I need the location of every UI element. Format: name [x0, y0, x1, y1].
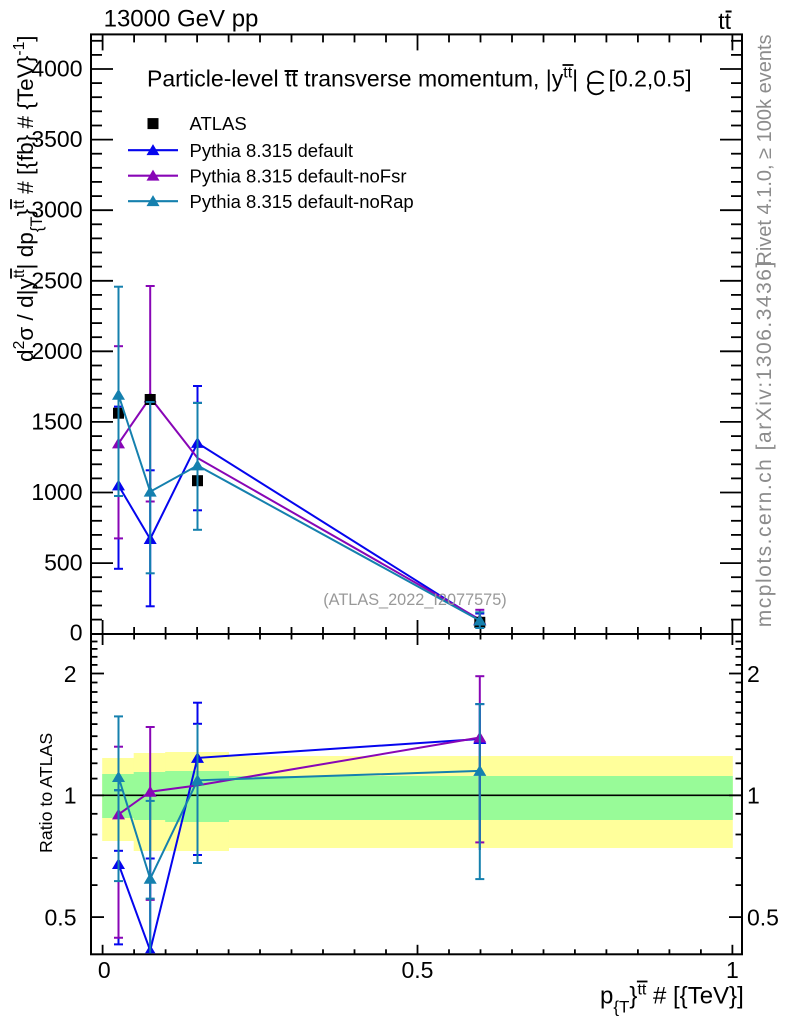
svg-text:mcplots.cern.ch [arXiv:1306.34: mcplots.cern.ch [arXiv:1306.3436]	[753, 260, 776, 627]
svg-text:2500: 2500	[31, 267, 82, 293]
svg-text:2000: 2000	[31, 338, 82, 364]
svg-text:Ratio to ATLAS: Ratio to ATLAS	[36, 733, 56, 853]
svg-text:0.5: 0.5	[45, 904, 77, 930]
svg-text:0: 0	[98, 957, 111, 983]
svg-text:3500: 3500	[31, 126, 82, 152]
svg-text:ATLAS: ATLAS	[190, 113, 247, 134]
svg-text:(ATLAS_2022_I2077575): (ATLAS_2022_I2077575)	[323, 591, 506, 609]
svg-text:Pythia 8.315 default-noFsr: Pythia 8.315 default-noFsr	[190, 165, 407, 186]
svg-text:1: 1	[64, 783, 77, 809]
svg-text:tt: tt	[718, 8, 731, 34]
svg-text:0.5: 0.5	[747, 904, 779, 930]
svg-text:13000 GeV pp: 13000 GeV pp	[104, 5, 259, 32]
svg-text:1000: 1000	[31, 479, 82, 505]
svg-text:500: 500	[44, 550, 82, 576]
svg-text:Pythia 8.315 default: Pythia 8.315 default	[190, 140, 354, 161]
svg-text:2: 2	[64, 661, 77, 687]
svg-text:0: 0	[70, 620, 83, 646]
svg-text:4000: 4000	[31, 56, 82, 82]
svg-text:1: 1	[726, 957, 739, 983]
svg-text:1: 1	[747, 783, 760, 809]
svg-text:Particle-level tt transverse m: Particle-level tt transverse momentum, |…	[147, 65, 578, 92]
svg-text:3000: 3000	[31, 197, 82, 223]
svg-text:[0.2,0.5]: [0.2,0.5]	[609, 66, 692, 92]
svg-text:1500: 1500	[31, 408, 82, 434]
svg-text:0.5: 0.5	[402, 957, 434, 983]
svg-text:2: 2	[747, 661, 760, 687]
svg-text:Rivet 4.1.0, ≥ 100k events: Rivet 4.1.0, ≥ 100k events	[754, 34, 776, 265]
svg-text:Pythia 8.315 default-noRap: Pythia 8.315 default-noRap	[190, 191, 414, 212]
